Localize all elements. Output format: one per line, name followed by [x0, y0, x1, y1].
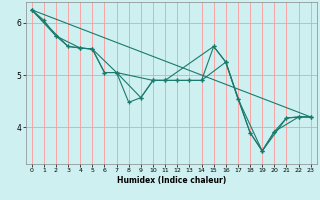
- X-axis label: Humidex (Indice chaleur): Humidex (Indice chaleur): [116, 176, 226, 185]
